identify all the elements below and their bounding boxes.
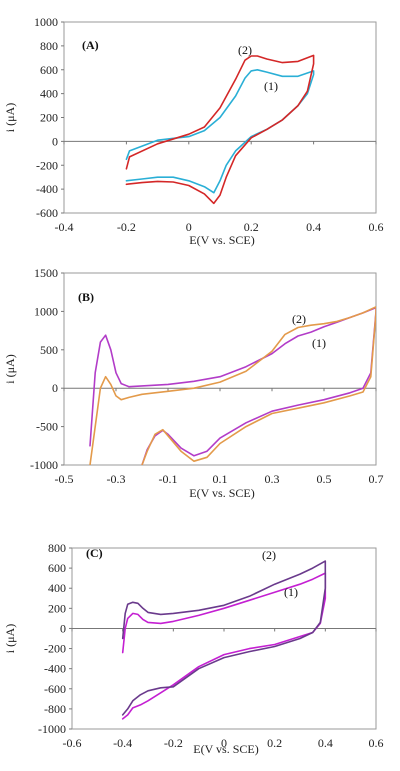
y-tick-label: 500 bbox=[40, 343, 58, 357]
x-axis-title: E(V vs. SCE) bbox=[193, 742, 258, 756]
x-tick-label: -0.2 bbox=[117, 220, 136, 234]
y-tick-label: 0 bbox=[52, 134, 58, 148]
x-tick-label: 0.4 bbox=[318, 736, 333, 750]
y-tick-label: 0 bbox=[60, 621, 66, 635]
panel-b: -1000 -500 0 500 1000 1500 -0.5 -0.3 -0.1 0.1 0.3 0… bbox=[3, 266, 384, 500]
x-tick-label: -0.3 bbox=[107, 472, 126, 486]
x-tick-label: 0.4 bbox=[306, 220, 321, 234]
y-tick-label: 600 bbox=[40, 63, 58, 77]
y-tick-label: 0 bbox=[52, 381, 58, 395]
plot-area-frame bbox=[71, 547, 377, 730]
x-tick-label: -0.4 bbox=[55, 220, 74, 234]
series-label-1: (1) bbox=[264, 79, 278, 93]
x-tick-label: 0.6 bbox=[369, 736, 384, 750]
x-tick-label: 0.6 bbox=[369, 220, 384, 234]
y-tick-label: 1500 bbox=[34, 266, 58, 280]
x-axis-title: E(V vs. SCE) bbox=[189, 486, 254, 500]
y-axis-title: i (μA) bbox=[3, 103, 17, 132]
x-tick-label: 0.2 bbox=[244, 220, 259, 234]
x-tick-label: 0.3 bbox=[265, 472, 280, 486]
series-line-2 bbox=[125, 54, 315, 205]
x-tick-label: -0.2 bbox=[164, 736, 183, 750]
x-tick-label: -0.4 bbox=[113, 736, 132, 750]
x-tick-label: 0.5 bbox=[317, 472, 332, 486]
y-tick-label: -400 bbox=[44, 662, 66, 676]
y-tick-label: -600 bbox=[44, 682, 66, 696]
y-tick-label: 600 bbox=[48, 561, 66, 575]
y-tick-label: -1000 bbox=[38, 722, 66, 736]
series-label-1: (1) bbox=[284, 585, 298, 599]
series-line-1 bbox=[125, 69, 315, 194]
plot-area-frame bbox=[63, 272, 377, 466]
y-tick-label: 1000 bbox=[34, 15, 58, 29]
y-tick-label: -400 bbox=[36, 182, 58, 196]
series-line-1 bbox=[89, 306, 376, 465]
series-label-2: (2) bbox=[238, 43, 252, 57]
y-tick-label: 400 bbox=[40, 87, 58, 101]
panel-label: (B) bbox=[78, 290, 94, 304]
y-tick-label: 800 bbox=[40, 39, 58, 53]
y-tick-label: 1000 bbox=[34, 304, 58, 318]
x-tick-label: 0.7 bbox=[369, 472, 384, 486]
x-tick-label: -0.6 bbox=[63, 736, 82, 750]
x-tick-label: 0 bbox=[221, 736, 227, 750]
x-tick-label: -0.1 bbox=[159, 472, 178, 486]
y-tick-label: -200 bbox=[44, 642, 66, 656]
x-tick-label: 0 bbox=[186, 220, 192, 234]
y-tick-label: 400 bbox=[48, 581, 66, 595]
y-tick-label: -500 bbox=[36, 420, 58, 434]
y-tick-label: 200 bbox=[48, 601, 66, 615]
y-tick-label: 200 bbox=[40, 111, 58, 125]
x-tick-label: -0.5 bbox=[55, 472, 74, 486]
y-tick-label: -800 bbox=[44, 702, 66, 716]
series-line-2 bbox=[121, 560, 327, 716]
series-line-2 bbox=[89, 305, 376, 465]
y-tick-label: -1000 bbox=[30, 458, 58, 472]
x-tick-label: 0.2 bbox=[267, 736, 282, 750]
series-label-2: (2) bbox=[262, 548, 276, 562]
panel-c: -1000 -800 -600 -400 -200 0 200 400 600 800 -0.6 -0… bbox=[3, 541, 384, 756]
x-axis-title: E(V vs. SCE) bbox=[189, 233, 254, 247]
y-tick-label: 800 bbox=[48, 541, 66, 555]
panel-label: (A) bbox=[82, 38, 99, 52]
series-label-2: (2) bbox=[292, 312, 306, 326]
series-label-1: (1) bbox=[312, 336, 326, 350]
y-tick-label: -600 bbox=[36, 206, 58, 220]
y-axis-title: i (μA) bbox=[3, 354, 17, 383]
y-axis-title: i (μA) bbox=[3, 624, 17, 653]
panel-label: (C) bbox=[86, 546, 103, 560]
x-tick-label: 0.1 bbox=[213, 472, 228, 486]
y-tick-label: -200 bbox=[36, 158, 58, 172]
panel-a: -600 -400 -200 0 200 400 600 800 1000 -0.4 -0.2 0 0.… bbox=[3, 15, 384, 247]
